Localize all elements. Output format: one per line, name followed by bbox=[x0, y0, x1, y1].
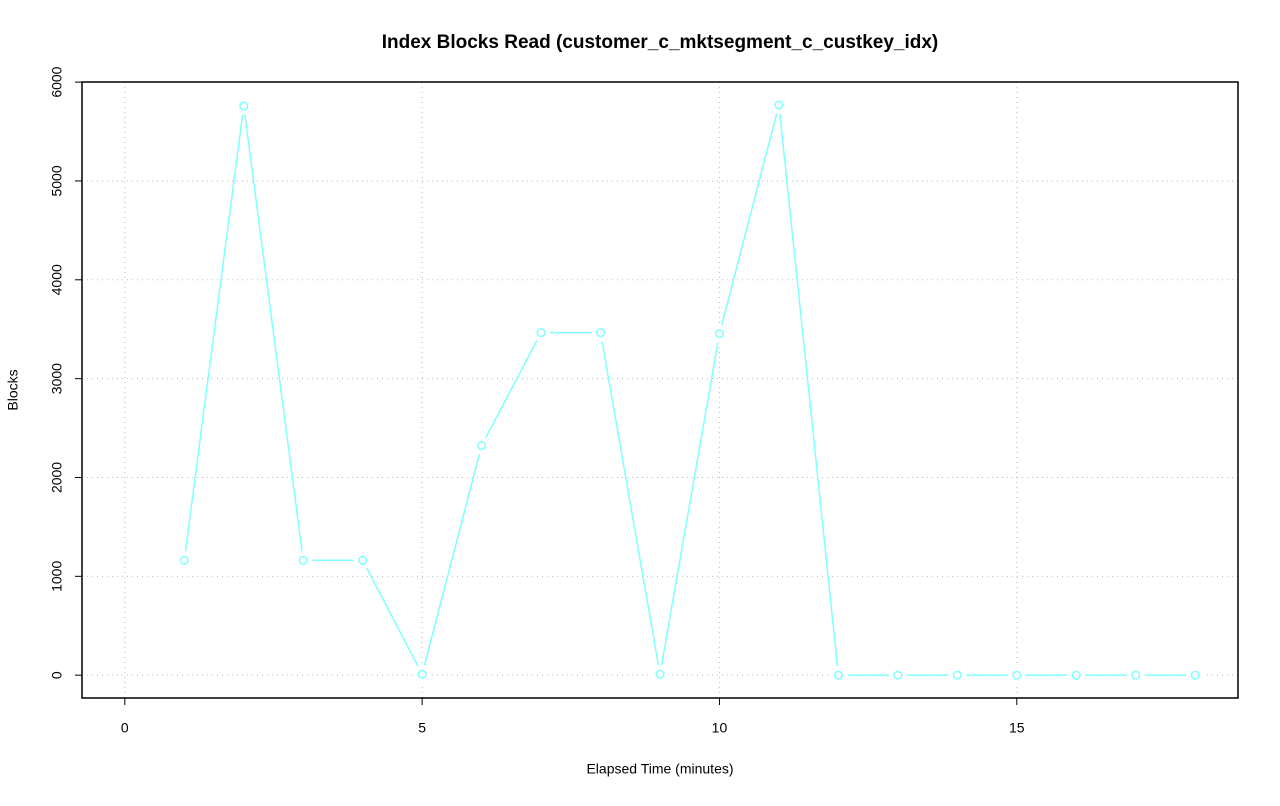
point bbox=[833, 670, 843, 680]
x-tick-label: 15 bbox=[1009, 720, 1025, 736]
point bbox=[774, 100, 784, 110]
chart-title: Index Blocks Read (customer_c_mktsegment… bbox=[382, 32, 939, 53]
x-tick-label: 10 bbox=[712, 720, 728, 736]
y-tick-label: 2000 bbox=[49, 462, 65, 493]
y-tick-label: 3000 bbox=[49, 363, 65, 394]
point bbox=[477, 441, 487, 451]
y-tick-label: 5000 bbox=[49, 165, 65, 196]
plot-frame bbox=[81, 81, 1239, 699]
point bbox=[1190, 670, 1200, 680]
point bbox=[595, 328, 606, 338]
y-tick-label: 1000 bbox=[49, 561, 65, 592]
point bbox=[358, 555, 368, 565]
point bbox=[239, 101, 249, 111]
point bbox=[655, 669, 665, 679]
x-axis-label: Elapsed Time (minutes) bbox=[586, 761, 733, 777]
point bbox=[179, 555, 189, 565]
point bbox=[714, 329, 725, 339]
series-line bbox=[183, 104, 1196, 677]
y-axis-label: Blocks bbox=[5, 369, 21, 410]
point bbox=[1012, 670, 1022, 680]
point bbox=[952, 670, 962, 680]
point bbox=[1071, 670, 1081, 680]
y-tick-label: 0 bbox=[49, 671, 65, 679]
y-tick-label: 6000 bbox=[49, 66, 65, 97]
point bbox=[298, 555, 308, 565]
point bbox=[536, 328, 546, 338]
point bbox=[893, 670, 903, 680]
x-tick-label: 0 bbox=[121, 720, 129, 736]
point bbox=[1131, 670, 1141, 680]
point bbox=[417, 669, 427, 679]
y-tick-label: 4000 bbox=[49, 264, 65, 295]
x-tick-label: 5 bbox=[418, 720, 426, 736]
